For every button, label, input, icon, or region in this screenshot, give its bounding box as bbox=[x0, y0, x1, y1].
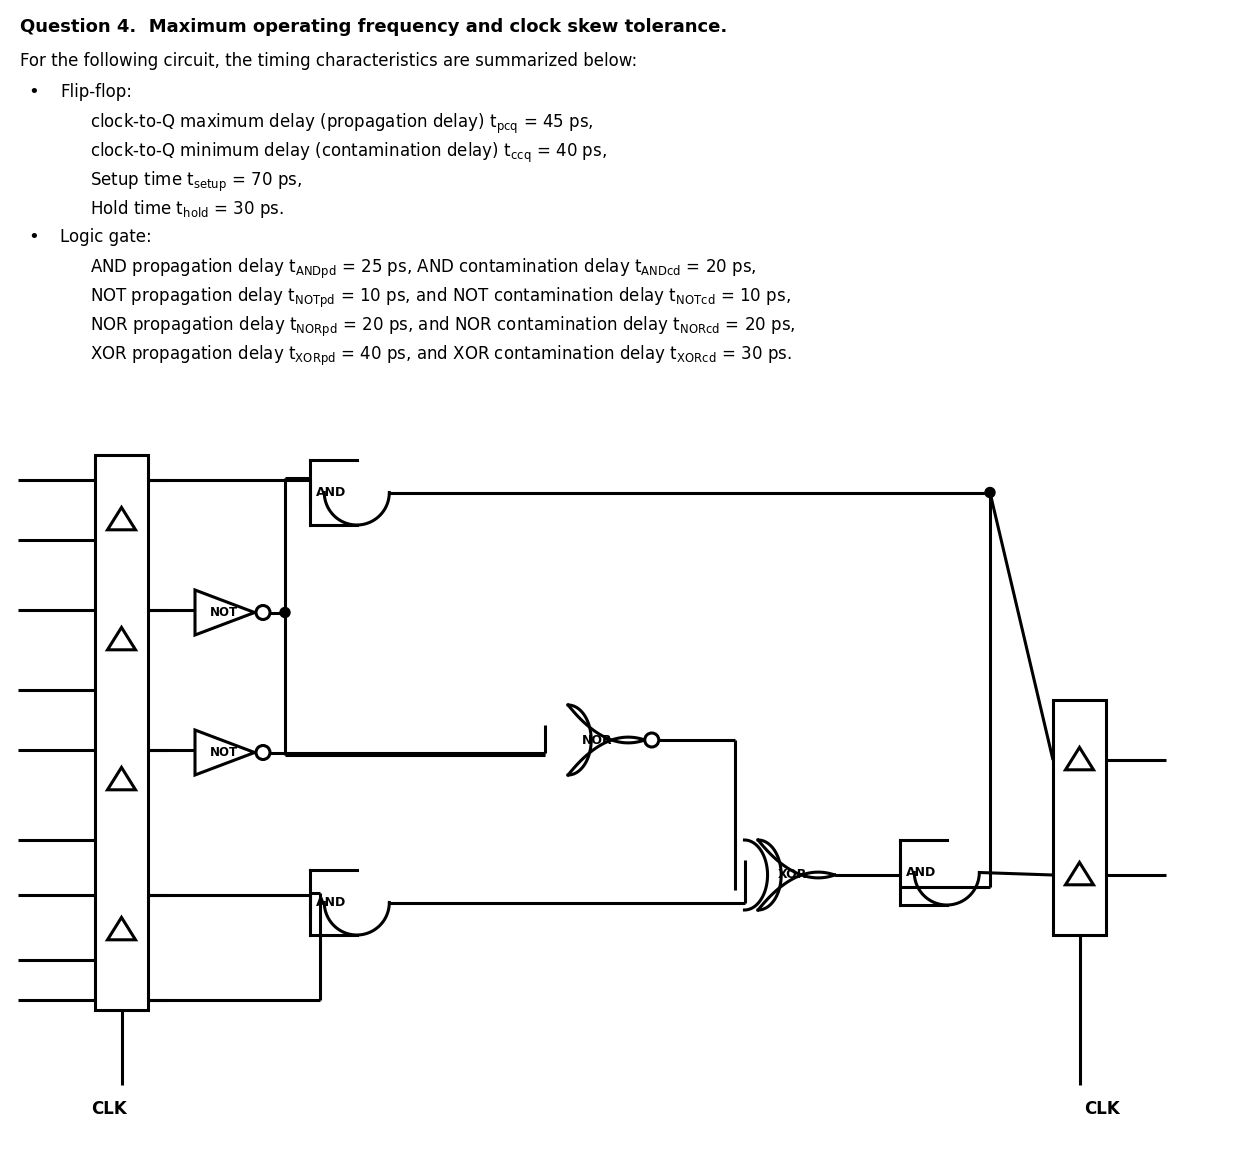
Text: NOR propagation delay t$_{\rm NORpd}$ = 20 ps, and NOR contamination delay t$_{\: NOR propagation delay t$_{\rm NORpd}$ = … bbox=[90, 316, 795, 339]
Polygon shape bbox=[107, 918, 136, 940]
Circle shape bbox=[644, 733, 659, 747]
Text: Hold time t$_{\rm hold}$ = 30 ps.: Hold time t$_{\rm hold}$ = 30 ps. bbox=[90, 198, 284, 220]
Text: NOT propagation delay t$_{\rm NOTpd}$ = 10 ps, and NOT contamination delay t$_{\: NOT propagation delay t$_{\rm NOTpd}$ = … bbox=[90, 287, 791, 310]
Text: AND: AND bbox=[316, 896, 346, 909]
Text: Setup time t$_{\rm setup}$ = 70 ps,: Setup time t$_{\rm setup}$ = 70 ps, bbox=[90, 171, 303, 194]
Bar bbox=[1053, 699, 1106, 935]
Text: •: • bbox=[27, 84, 39, 101]
Text: Logic gate:: Logic gate: bbox=[60, 229, 152, 246]
Circle shape bbox=[986, 487, 996, 498]
Text: AND propagation delay t$_{\rm ANDpd}$ = 25 ps, AND contamination delay t$_{\rm A: AND propagation delay t$_{\rm ANDpd}$ = … bbox=[90, 258, 756, 281]
Polygon shape bbox=[196, 730, 254, 775]
Text: •: • bbox=[27, 229, 39, 246]
Polygon shape bbox=[1065, 862, 1094, 885]
Polygon shape bbox=[1065, 747, 1094, 770]
Polygon shape bbox=[196, 590, 254, 635]
Text: NOT: NOT bbox=[209, 746, 238, 759]
Bar bbox=[95, 455, 148, 1010]
Polygon shape bbox=[107, 507, 136, 530]
Text: XOR propagation delay t$_{\rm XORpd}$ = 40 ps, and XOR contamination delay t$_{\: XOR propagation delay t$_{\rm XORpd}$ = … bbox=[90, 345, 791, 368]
Text: XOR: XOR bbox=[778, 869, 807, 882]
Polygon shape bbox=[107, 768, 136, 790]
Text: For the following circuit, the timing characteristics are summarized below:: For the following circuit, the timing ch… bbox=[20, 52, 637, 70]
Text: clock-to-Q maximum delay (propagation delay) t$_{\rm pcq}$ = 45 ps,: clock-to-Q maximum delay (propagation de… bbox=[90, 113, 593, 136]
Text: AND: AND bbox=[906, 867, 936, 879]
Text: clock-to-Q minimum delay (contamination delay) t$_{\rm ccq}$ = 40 ps,: clock-to-Q minimum delay (contamination … bbox=[90, 142, 607, 165]
Circle shape bbox=[255, 606, 270, 619]
Text: Flip-flop:: Flip-flop: bbox=[60, 84, 132, 101]
Circle shape bbox=[255, 746, 270, 760]
Text: NOR: NOR bbox=[582, 733, 613, 747]
Text: Question 4.  Maximum operating frequency and clock skew tolerance.: Question 4. Maximum operating frequency … bbox=[20, 19, 728, 36]
Text: NOT: NOT bbox=[209, 606, 238, 619]
Polygon shape bbox=[107, 628, 136, 650]
Text: CLK: CLK bbox=[1084, 1100, 1120, 1118]
Text: CLK: CLK bbox=[91, 1100, 127, 1118]
Circle shape bbox=[280, 608, 290, 617]
Text: AND: AND bbox=[316, 486, 346, 499]
